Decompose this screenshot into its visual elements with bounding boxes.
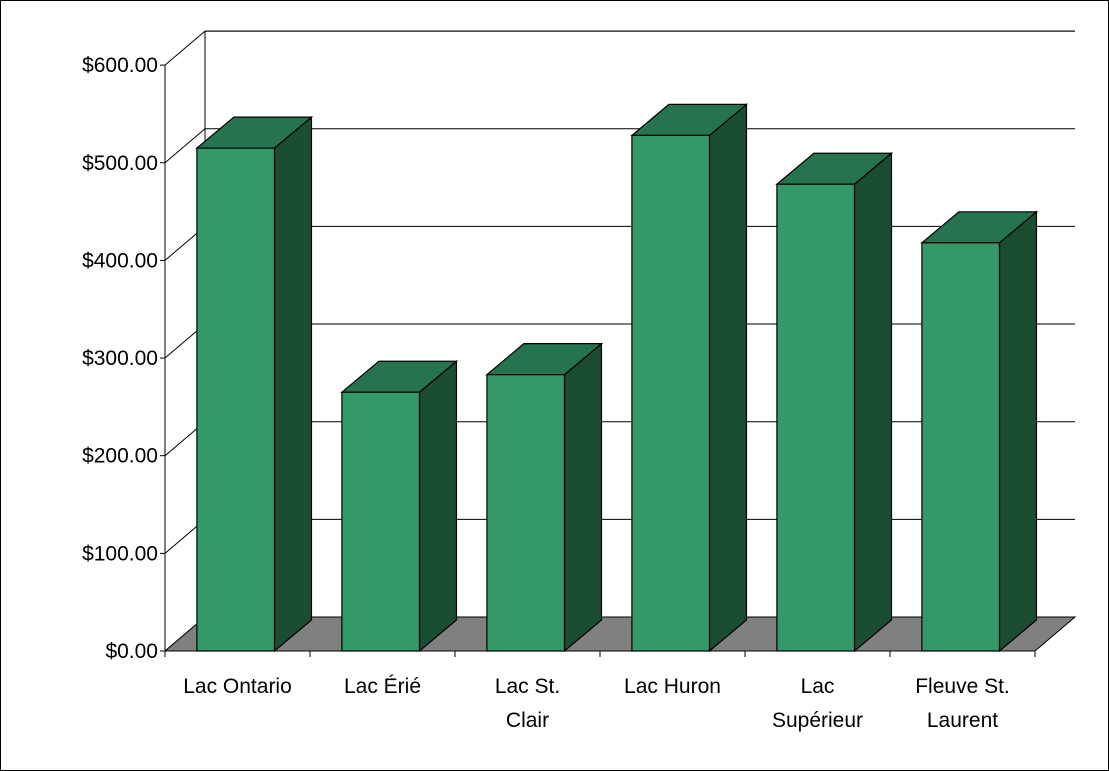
x-category-label: Lac St. Clair: [495, 675, 560, 732]
bar-front: [341, 391, 421, 652]
x-category-label: Lac Érié: [344, 675, 421, 698]
bar-front: [631, 134, 711, 652]
y-tick-label: $300.00: [82, 347, 158, 370]
x-category-label-line: Fleuve St.: [915, 675, 1010, 698]
x-category-label: Lac Supérieur: [772, 675, 863, 732]
side-wall-gridline: [164, 128, 206, 164]
x-category-label: Fleuve St. Laurent: [915, 675, 1010, 732]
y-tick-label: $500.00: [82, 152, 158, 175]
bar: [195, 115, 314, 653]
bar-side: [853, 151, 893, 653]
y-tick-label: $600.00: [82, 54, 158, 77]
bar-front: [196, 147, 276, 652]
axes: [160, 64, 1036, 657]
bar-side: [998, 210, 1038, 653]
bar: [920, 210, 1039, 653]
x-category-label-line: Clair: [506, 709, 549, 732]
labels: $0.00 $100.00 $200.00 $300.00 $400.00 $500.00…: [82, 54, 1010, 732]
bar: [485, 342, 604, 653]
x-category-label-line: Lac: [801, 675, 835, 698]
x-category-label-line: Lac St.: [495, 675, 560, 698]
bar: [630, 103, 749, 653]
bar-front: [921, 242, 1001, 652]
y-tick-label: $400.00: [82, 249, 158, 272]
bar-side: [273, 115, 313, 653]
x-category-label: Lac Huron: [624, 675, 721, 698]
x-category-label-line: Lac Érié: [344, 675, 421, 698]
x-category-label: Lac Ontario: [183, 675, 292, 698]
bar: [775, 151, 894, 653]
side-wall-gridline: [164, 30, 206, 66]
x-category-label-line: Lac Ontario: [183, 675, 292, 698]
x-category-label-line: Supérieur: [772, 709, 863, 732]
bar-side: [708, 103, 748, 653]
bar-side: [418, 359, 458, 653]
bar-side: [563, 342, 603, 653]
bar-front: [486, 374, 566, 652]
bar-front: [776, 183, 856, 652]
x-category-label-line: Laurent: [927, 709, 998, 732]
y-tick-label: $0.00: [105, 640, 158, 663]
y-tick-label: $100.00: [82, 542, 158, 565]
bar: [340, 359, 459, 653]
bars: [195, 103, 1039, 653]
x-category-label-line: Lac Huron: [624, 675, 721, 698]
y-tick-label: $200.00: [82, 445, 158, 468]
